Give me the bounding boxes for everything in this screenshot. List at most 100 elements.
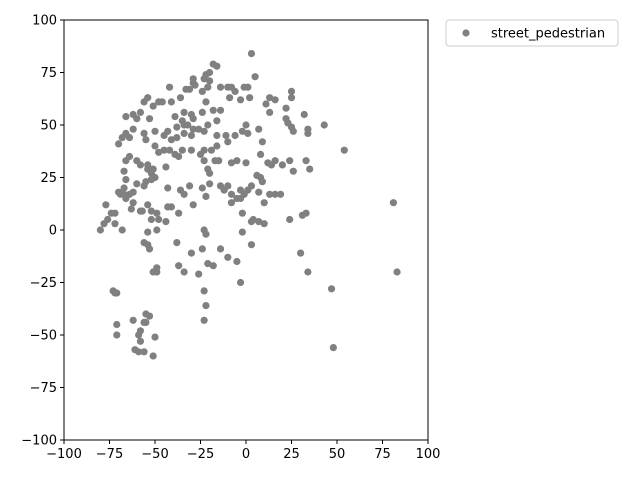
- y-tick-label: −50: [30, 329, 57, 344]
- data-point: [120, 184, 128, 192]
- data-point: [206, 169, 214, 177]
- data-point: [226, 94, 234, 102]
- data-point: [233, 157, 241, 165]
- x-tick-label: 0: [242, 447, 250, 462]
- data-point: [165, 146, 174, 154]
- data-point: [129, 316, 137, 324]
- data-point: [200, 146, 208, 154]
- data-point: [304, 129, 312, 137]
- data-point: [306, 165, 314, 173]
- data-point: [178, 146, 186, 154]
- data-point: [142, 136, 150, 144]
- data-point: [202, 302, 210, 310]
- x-tick-label: 75: [374, 447, 391, 462]
- data-point: [255, 125, 263, 133]
- data-point: [251, 73, 259, 81]
- data-point: [200, 75, 208, 83]
- data-point: [286, 157, 294, 165]
- x-tick-label: −100: [46, 447, 82, 462]
- data-point: [160, 146, 168, 154]
- data-point: [278, 161, 286, 169]
- y-tick-label: −75: [30, 381, 57, 396]
- data-point: [129, 125, 137, 133]
- data-point: [320, 121, 328, 129]
- data-point: [304, 268, 312, 276]
- data-point: [329, 344, 337, 352]
- data-point: [187, 146, 195, 154]
- data-point: [224, 182, 232, 190]
- data-point: [271, 157, 279, 165]
- data-point: [213, 142, 221, 150]
- data-point: [164, 184, 172, 192]
- data-point: [213, 117, 221, 125]
- data-point: [207, 146, 216, 154]
- data-point: [198, 108, 206, 116]
- data-point: [111, 220, 119, 228]
- data-point: [153, 226, 161, 234]
- data-point: [136, 161, 145, 169]
- data-point: [236, 186, 245, 194]
- data-point: [189, 201, 197, 209]
- x-tick-label: −50: [141, 447, 168, 462]
- x-tick-label: 50: [329, 447, 346, 462]
- data-point: [227, 199, 236, 207]
- data-point: [135, 331, 143, 339]
- legend: street_pedestrian: [445, 19, 619, 47]
- data-point: [151, 142, 159, 150]
- data-point: [204, 260, 212, 268]
- data-point: [151, 333, 159, 341]
- data-point: [213, 131, 221, 140]
- data-point: [129, 199, 137, 207]
- data-point: [147, 176, 155, 184]
- data-point: [189, 115, 197, 123]
- data-point: [200, 157, 208, 165]
- data-point: [175, 262, 183, 270]
- data-point: [200, 127, 208, 135]
- data-point: [167, 98, 175, 106]
- data-point: [256, 150, 265, 158]
- data-point: [242, 121, 250, 129]
- data-point: [266, 190, 274, 198]
- data-point: [198, 184, 206, 192]
- data-point: [246, 94, 254, 102]
- data-point: [180, 108, 188, 116]
- data-point: [118, 134, 126, 142]
- data-point: [102, 201, 110, 209]
- data-point: [173, 134, 181, 142]
- data-point: [236, 96, 245, 104]
- data-points: [96, 50, 401, 360]
- data-point: [202, 192, 210, 200]
- data-point: [287, 94, 296, 102]
- data-point: [393, 268, 401, 276]
- data-point: [120, 167, 128, 175]
- data-point: [195, 270, 203, 278]
- data-point: [238, 228, 246, 236]
- x-axis-ticks: −100 −75 −50 −25 0 25 50 75 100: [46, 440, 440, 462]
- axes-frame: [63, 19, 429, 441]
- data-point: [247, 182, 256, 190]
- y-tick-label: 25: [40, 171, 57, 186]
- y-tick-label: 50: [40, 119, 57, 134]
- data-point: [115, 140, 123, 148]
- data-point: [260, 220, 268, 228]
- data-point: [180, 129, 188, 137]
- data-point: [258, 138, 266, 146]
- data-point: [129, 188, 137, 196]
- data-point: [187, 249, 195, 257]
- data-point: [286, 215, 294, 224]
- data-point: [289, 167, 297, 175]
- data-point: [140, 98, 148, 106]
- data-point: [302, 209, 310, 217]
- data-point: [158, 98, 166, 106]
- legend-marker-street-pedestrian: [462, 29, 470, 37]
- data-point: [96, 226, 104, 234]
- data-point: [206, 180, 214, 188]
- data-point: [247, 241, 256, 249]
- data-point: [142, 318, 150, 326]
- data-point: [155, 148, 163, 156]
- data-point: [122, 113, 130, 121]
- data-point: [289, 127, 297, 135]
- data-point: [147, 215, 155, 224]
- data-point: [145, 115, 154, 123]
